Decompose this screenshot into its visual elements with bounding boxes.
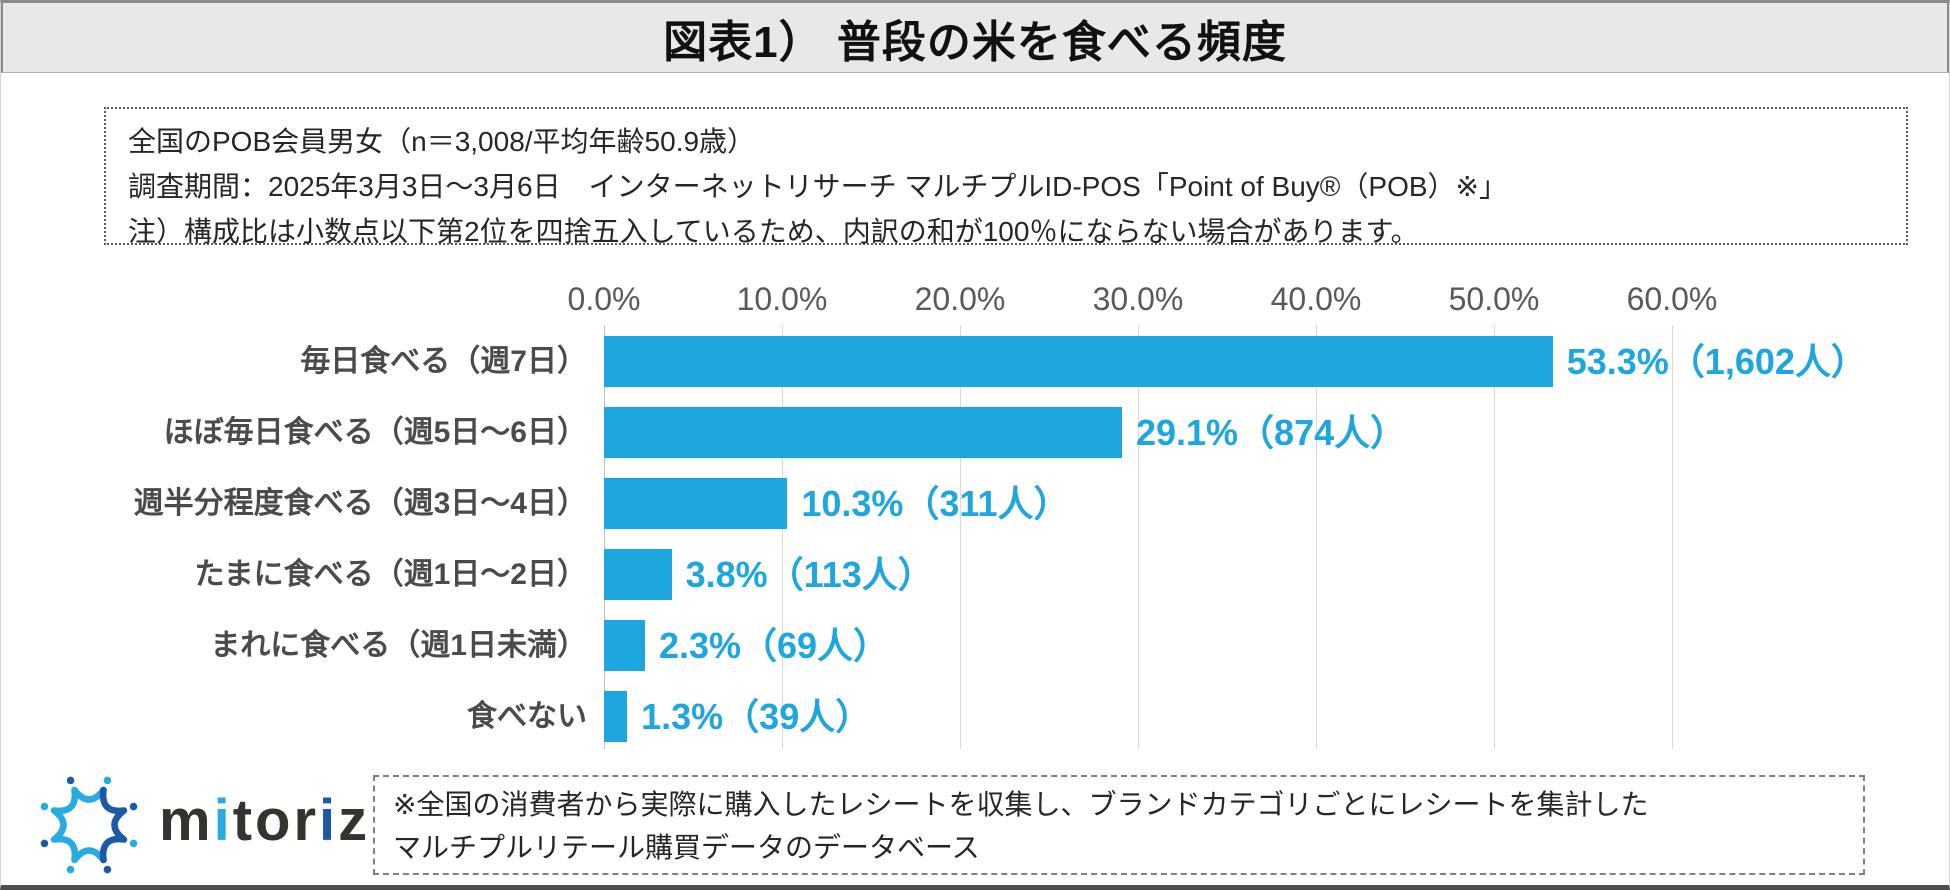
bar bbox=[604, 478, 788, 529]
logo-dot bbox=[40, 839, 49, 848]
bar bbox=[604, 407, 1122, 458]
survey-note-box: 全国のPOB会員男女（n＝3,008/平均年齢50.9歳） 調査期間：2025年… bbox=[104, 107, 1908, 247]
category-labels: 毎日食べる（週7日） ほぼ毎日食べる（週5日～6日） 週半分程度食べる（週3日～4日… bbox=[1, 325, 597, 749]
logo-dot bbox=[103, 776, 112, 785]
bar-value-label: 1.3%（39人） bbox=[641, 696, 872, 737]
footer-note-line: マルチプルリテール購買データのデータベース bbox=[393, 832, 980, 863]
bar-value-label: 10.3%（311人） bbox=[801, 483, 1070, 524]
x-tick-label: 40.0% bbox=[1270, 281, 1362, 317]
category-label: たまに食べる（週1日～2日） bbox=[194, 558, 587, 591]
x-tick-label: 0.0% bbox=[567, 281, 641, 317]
category-label: 毎日食べる（週7日） bbox=[300, 345, 587, 378]
brand-logo: mitoriz bbox=[37, 773, 367, 877]
brand-letter: r bbox=[293, 788, 320, 853]
category-label: ほぼ毎日食べる（週5日～6日） bbox=[163, 416, 587, 449]
footer-note-box: ※全国の消費者から実際に購入したレシートを収集し、ブランドカテゴリごとにレシート… bbox=[373, 775, 1865, 875]
logo-dot bbox=[40, 802, 49, 811]
plot-area: 53.3%（1,602人） 29.1%（874人） 10.3%（311人） 3.8%（… bbox=[604, 325, 1867, 749]
logo-dot bbox=[66, 865, 75, 874]
logo-dot bbox=[129, 802, 138, 811]
bar-value-label: 29.1%（874人） bbox=[1135, 412, 1407, 453]
logo-dot bbox=[66, 776, 75, 785]
gridline bbox=[1316, 325, 1317, 749]
survey-note-line: 全国のPOB会員男女（n＝3,008/平均年齢50.9歳） bbox=[128, 126, 756, 157]
gridline bbox=[1494, 325, 1495, 749]
bar-value-label: 53.3%（1,602人） bbox=[1566, 341, 1867, 382]
bar bbox=[604, 549, 672, 600]
category-label: 週半分程度食べる（週3日～4日） bbox=[133, 487, 587, 520]
gridline bbox=[782, 325, 783, 749]
survey-note-line: 注）構成比は小数点以下第2位を四捨五入しているため、内訳の和が100％にならない… bbox=[128, 216, 1419, 247]
x-tick-label: 20.0% bbox=[914, 281, 1006, 317]
brand-text: mitoriz bbox=[159, 787, 370, 854]
page-title: 図表1） 普段の米を食べる頻度 bbox=[663, 17, 1287, 67]
brand-letter: t bbox=[232, 788, 256, 853]
gridline bbox=[960, 325, 961, 749]
brand-letter: o bbox=[255, 788, 294, 853]
gridline bbox=[1138, 325, 1139, 749]
category-label: 食べない bbox=[467, 700, 587, 733]
gridline bbox=[1672, 325, 1673, 749]
x-tick-label: 50.0% bbox=[1448, 281, 1540, 317]
bar bbox=[604, 691, 628, 742]
gridline bbox=[604, 325, 605, 749]
x-tick-label: 10.0% bbox=[736, 281, 828, 317]
brand-letter: m bbox=[159, 788, 214, 853]
bar-value-label: 3.8%（113人） bbox=[685, 554, 934, 595]
mitoriz-logo-icon bbox=[40, 776, 138, 874]
brand-letter: z bbox=[338, 788, 371, 853]
x-tick-label: 60.0% bbox=[1626, 281, 1718, 317]
logo-burst-dark bbox=[99, 786, 128, 864]
bar bbox=[604, 336, 1553, 387]
bar bbox=[604, 620, 645, 671]
bar-value-label: 2.3%（69人） bbox=[658, 625, 890, 666]
x-tick-label: 30.0% bbox=[1092, 281, 1184, 317]
logo-dot bbox=[129, 839, 138, 848]
survey-note-line: 調査期間：2025年3月3日～3月6日 インターネットリサーチ マルチプルID-… bbox=[128, 171, 1508, 202]
category-label: まれに食べる（週1日未満） bbox=[210, 629, 587, 662]
brand-letter: i bbox=[319, 788, 339, 853]
logo-burst-light bbox=[50, 786, 107, 864]
brand-letter: i bbox=[213, 788, 233, 853]
x-axis: 0.0% 10.0% 20.0% 30.0% 40.0% 50.0% 60.0% bbox=[568, 281, 1718, 317]
footer-note-line: ※全国の消費者から実際に購入したレシートを収集し、ブランドカテゴリごとにレシート… bbox=[393, 789, 1649, 820]
title-banner: 図表1） 普段の米を食べる頻度 bbox=[1, 3, 1949, 73]
logo-dot bbox=[103, 865, 112, 874]
